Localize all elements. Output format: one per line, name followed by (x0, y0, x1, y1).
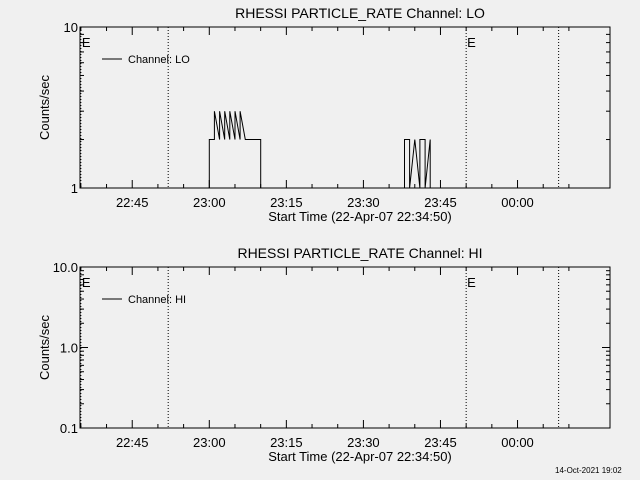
x-tick-label-1-3: 23:30 (347, 435, 380, 450)
event-marker-label-0-2: E (467, 35, 476, 50)
x-tick-label-0-5: 00:00 (501, 195, 534, 210)
y-axis-label-1: Counts/sec (37, 314, 52, 380)
y-tick-label-1-2: 0.1 (60, 421, 78, 436)
x-tick-label-0-2: 23:15 (270, 195, 303, 210)
x-tick-label-1-1: 23:00 (193, 435, 226, 450)
event-marker-label-0-1: E (82, 35, 91, 50)
x-tick-label-1-5: 00:00 (501, 435, 534, 450)
y-tick-label-1-0: 10.0 (53, 260, 78, 275)
x-tick-label-0-0: 22:45 (116, 195, 149, 210)
x-tick-label-1-4: 23:45 (424, 435, 457, 450)
chart-title-0: RHESSI PARTICLE_RATE Channel: LO (235, 5, 485, 21)
y-tick-label-0-1: 1 (71, 181, 78, 196)
x-tick-label-1-2: 23:15 (270, 435, 303, 450)
x-tick-label-0-4: 23:45 (424, 195, 457, 210)
x-axis-label-0: Start Time (22-Apr-07 22:34:50) (268, 209, 452, 224)
x-tick-label-0-3: 23:30 (347, 195, 380, 210)
plot-frame-0 (79, 26, 611, 189)
x-tick-label-0-1: 23:00 (193, 195, 226, 210)
y-tick-label-1-1: 1.0 (60, 341, 78, 356)
event-marker-label-1-1: E (82, 275, 91, 290)
legend-label-1: Channel: HI (128, 294, 186, 306)
y-tick-label-0-0: 10 (64, 20, 78, 35)
x-axis-label-1: Start Time (22-Apr-07 22:34:50) (268, 449, 452, 464)
x-tick-label-1-0: 22:45 (116, 435, 149, 450)
chart-title-1: RHESSI PARTICLE_RATE Channel: HI (237, 245, 482, 261)
event-marker-label-1-2: E (467, 275, 476, 290)
plot-frame-1 (79, 266, 611, 429)
legend-label-0: Channel: LO (128, 54, 190, 66)
series-line-0-0 (208, 111, 431, 189)
y-axis-label-0: Counts/sec (37, 74, 52, 140)
